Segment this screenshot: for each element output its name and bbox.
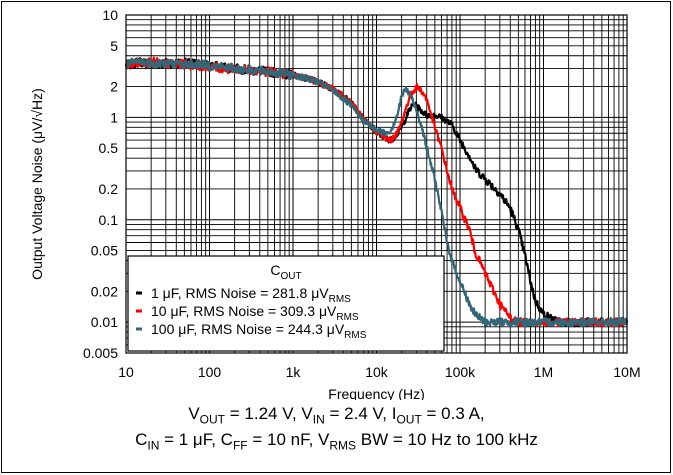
x-tick-label: 1k bbox=[286, 364, 302, 380]
plot-area-border bbox=[125, 14, 628, 354]
x-tick-label: 100 bbox=[198, 364, 222, 380]
y-tick-label: 0.02 bbox=[91, 283, 118, 299]
y-tick-labels: 0.005 0.01 0.02 0.05 0.1 0.2 0.5 1 2 5 10 bbox=[83, 7, 118, 361]
x-tick-label: 10k bbox=[365, 364, 389, 380]
legend-label: 1 μF, RMS Noise = 281.8 μVRMS bbox=[151, 285, 351, 305]
x-tick-label: 10 bbox=[118, 364, 134, 380]
y-axis-label: Output Voltage Noise (μV/√Hz) bbox=[29, 88, 45, 280]
x-tick-label: 10M bbox=[613, 364, 640, 380]
x-axis-label: Frequency (Hz) bbox=[328, 386, 424, 400]
y-tick-label: 1 bbox=[110, 109, 118, 125]
series-layer bbox=[124, 56, 629, 328]
series-line-3 bbox=[124, 57, 628, 328]
y-tick-label: 10 bbox=[102, 7, 118, 23]
legend-box bbox=[127, 255, 445, 352]
y-tick-label: 0.005 bbox=[83, 345, 118, 361]
caption-line-1: VOUT = 1.24 V, VIN = 2.4 V, IOUT = 0.3 A… bbox=[188, 404, 485, 427]
noise-chart: 10 100 1k 10k 100k 1M 10M 0.005 0.01 0.02 0.05 0.1… bbox=[29, 7, 641, 400]
y-tick-label: 0.1 bbox=[99, 212, 119, 228]
y-tick-label: 0.05 bbox=[91, 243, 118, 259]
y-tick-label: 2 bbox=[110, 79, 118, 95]
y-tick-label: 5 bbox=[110, 38, 118, 54]
y-tick-label: 0.01 bbox=[91, 314, 118, 330]
x-tick-labels: 10 100 1k 10k 100k 1M 10M bbox=[118, 364, 640, 380]
caption-line-2: CIN = 1 μF, CFF = 10 nF, VRMS BW = 10 Hz… bbox=[135, 430, 538, 453]
legend-label: 100 μF, RMS Noise = 244.3 μVRMS bbox=[151, 321, 367, 341]
x-tick-label: 1M bbox=[534, 364, 553, 380]
y-tick-label: 0.5 bbox=[99, 140, 119, 156]
y-tick-label: 0.2 bbox=[99, 181, 119, 197]
x-tick-label: 100k bbox=[445, 364, 476, 380]
legend-label: 10 μF, RMS Noise = 309.3 μVRMS bbox=[151, 303, 359, 323]
